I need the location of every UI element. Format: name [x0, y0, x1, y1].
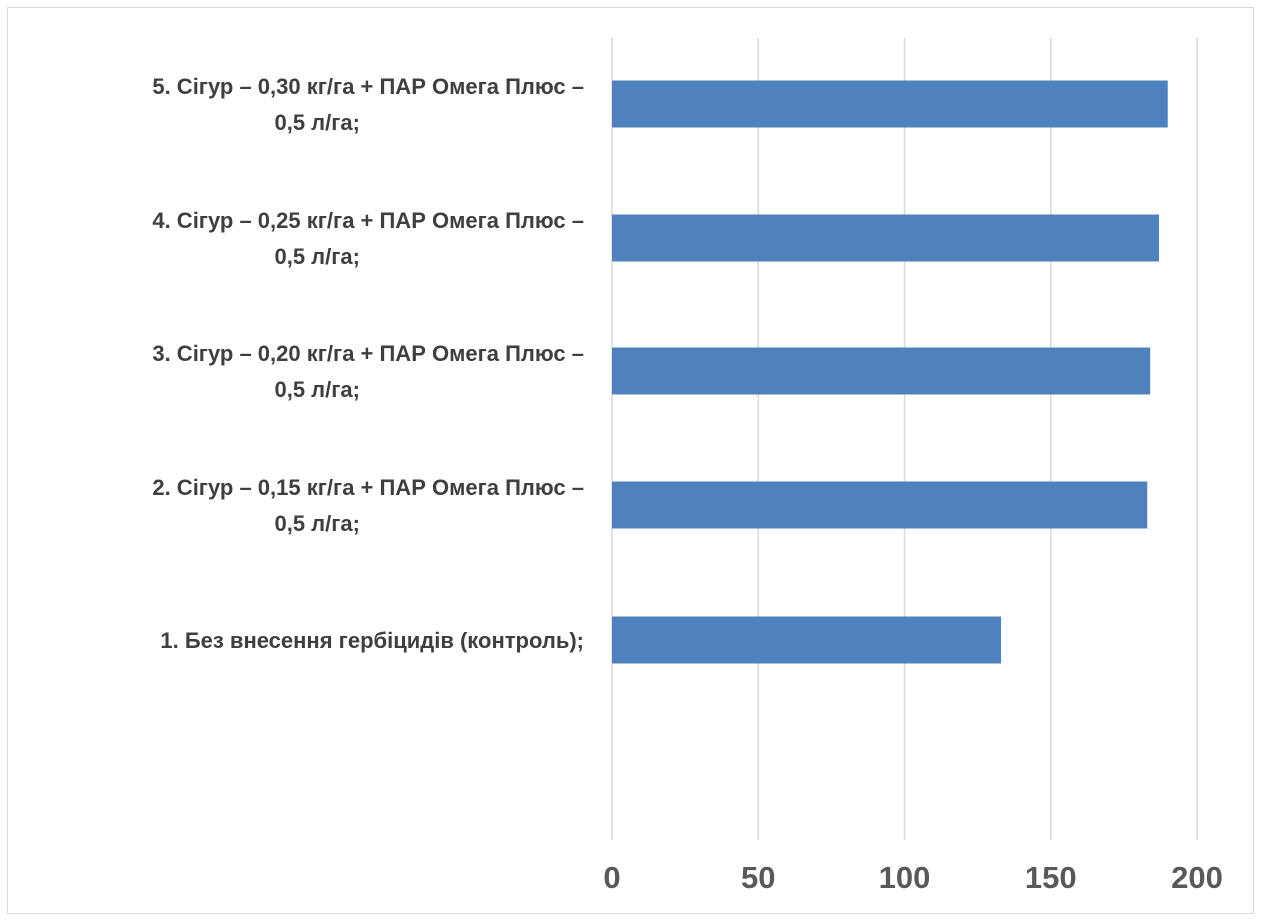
- x-tick-label: 150: [1025, 860, 1077, 895]
- bars: [612, 80, 1168, 664]
- category-label-line: 5. Сігур – 0,30 кг/га + ПАР Омега Плюс –: [152, 74, 584, 99]
- x-tick-label: 50: [741, 860, 775, 895]
- category-label-line: 0,5 л/га;: [274, 244, 360, 269]
- x-tick-label: 200: [1171, 860, 1223, 895]
- bar-5: [612, 80, 1168, 128]
- category-labels: 1. Без внесення гербіцидів (контроль); 2.…: [152, 74, 584, 653]
- category-label-1: 1. Без внесення гербіцидів (контроль);: [160, 628, 584, 653]
- x-tick-label: 100: [879, 860, 931, 895]
- x-tick-label: 0: [603, 860, 620, 895]
- category-label-line: 0,5 л/га;: [274, 511, 360, 536]
- category-label-5: 5. Сігур – 0,30 кг/га + ПАР Омега Плюс –…: [152, 74, 584, 135]
- bar-1: [612, 616, 1002, 664]
- bar-2: [612, 481, 1148, 529]
- category-label-line: 0,5 л/га;: [274, 377, 360, 402]
- category-label-line: 4. Сігур – 0,25 кг/га + ПАР Омега Плюс –: [152, 208, 584, 233]
- category-label-2: 2. Сігур – 0,15 кг/га + ПАР Омега Плюс –…: [152, 475, 584, 536]
- bar-3: [612, 347, 1151, 395]
- category-label-line: 0,5 л/га;: [274, 110, 360, 135]
- category-label-3: 3. Сігур – 0,20 кг/га + ПАР Омега Плюс –…: [152, 341, 584, 402]
- bar-4: [612, 214, 1159, 262]
- category-label-4: 4. Сігур – 0,25 кг/га + ПАР Омега Плюс –…: [152, 208, 584, 269]
- category-label-line: 1. Без внесення гербіцидів (контроль);: [160, 628, 584, 653]
- chart-frame: [7, 7, 1254, 914]
- category-label-line: 2. Сігур – 0,15 кг/га + ПАР Омега Плюс –: [152, 475, 584, 500]
- x-tick-labels: 0 50 100 150 200: [603, 860, 1222, 895]
- category-label-line: 3. Сігур – 0,20 кг/га + ПАР Омега Плюс –: [152, 341, 584, 366]
- gridlines: [611, 38, 1198, 840]
